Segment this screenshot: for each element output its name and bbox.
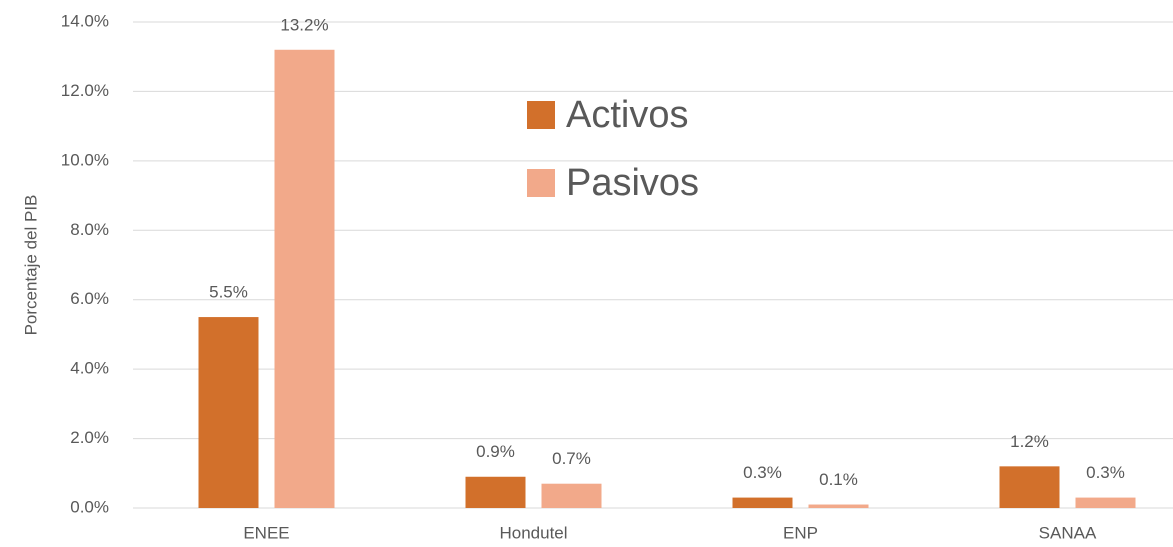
bar [541, 483, 602, 508]
y-tick-label: 14.0% [61, 11, 109, 30]
legend-label: Activos [566, 94, 688, 136]
x-tick-label: SANAA [1039, 523, 1097, 542]
bar [465, 476, 526, 508]
bar [732, 497, 793, 508]
bar [274, 49, 335, 509]
y-tick-label: 6.0% [70, 289, 109, 308]
bar [1075, 497, 1136, 508]
y-tick-label: 10.0% [61, 150, 109, 169]
legend-swatch [527, 169, 555, 197]
bar [999, 466, 1060, 508]
x-tick-label: ENP [783, 523, 818, 542]
y-tick-label: 12.0% [61, 81, 109, 100]
y-tick-label: 0.0% [70, 497, 109, 516]
data-label: 0.3% [743, 463, 782, 482]
legend-swatch [527, 101, 555, 129]
y-tick-label: 2.0% [70, 428, 109, 447]
data-label: 0.1% [819, 470, 858, 489]
x-tick-label: Hondutel [499, 523, 567, 542]
legend-label: Pasivos [566, 162, 699, 204]
data-label: 0.7% [552, 449, 591, 468]
bar [198, 317, 259, 508]
data-label: 13.2% [280, 15, 328, 34]
data-label: 1.2% [1010, 432, 1049, 451]
y-tick-label: 8.0% [70, 220, 109, 239]
data-label: 0.3% [1086, 463, 1125, 482]
data-label: 0.9% [476, 442, 515, 461]
data-label: 5.5% [209, 283, 248, 302]
bar [808, 504, 869, 508]
x-tick-label: ENEE [243, 523, 289, 542]
y-axis-label: Porcentaje del PIB [21, 195, 40, 336]
y-tick-label: 4.0% [70, 359, 109, 378]
